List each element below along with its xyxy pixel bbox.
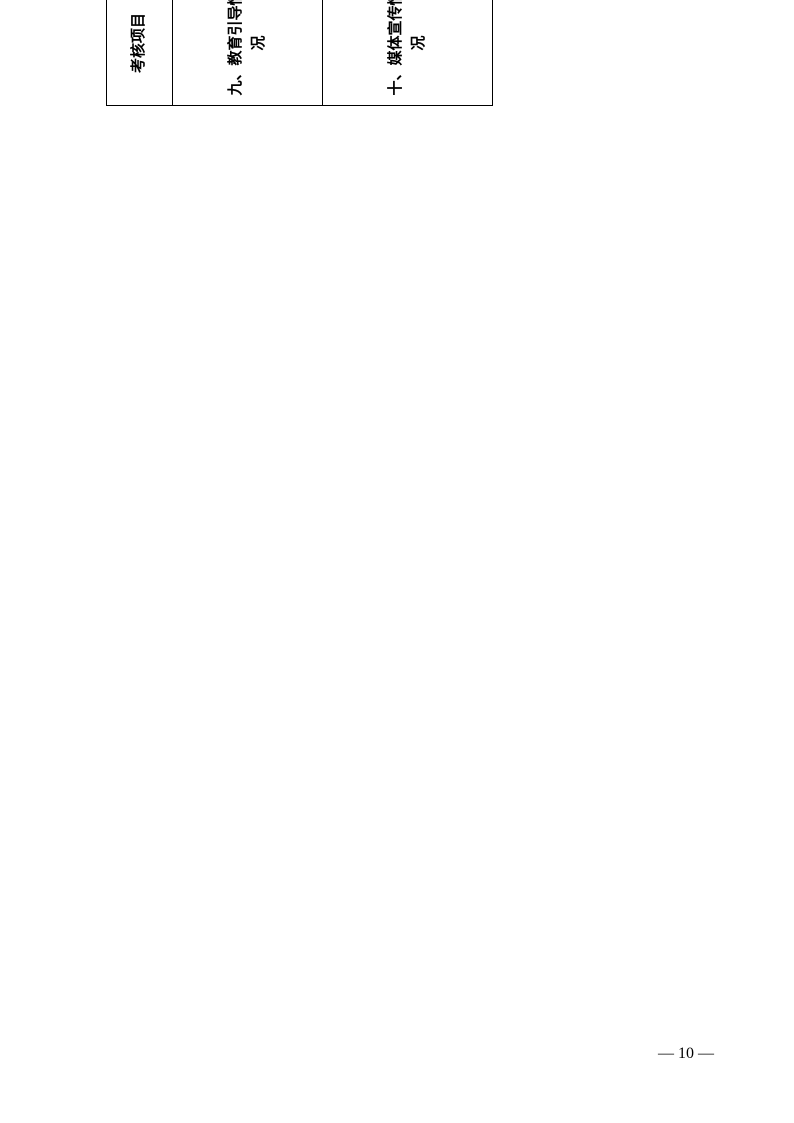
- table-row: 十、媒体宣传情况 是否通过主流媒体在广大人民群众中广泛宣传专项治理的重点及工作成…: [323, 0, 493, 106]
- evaluation-table: 考核项目 评价内容 分值 100分 评分细则 得分 九、教育引导情况 是否开展宣…: [106, 0, 493, 106]
- table-header-row: 考核项目 评价内容 分值 100分 评分细则 得分: [107, 0, 173, 106]
- page-number: — 10 —: [658, 1045, 714, 1063]
- page-container: 考核项目 评价内容 分值 100分 评分细则 得分 九、教育引导情况 是否开展宣…: [0, 0, 794, 1123]
- cell-item: 九、教育引导情况: [173, 0, 323, 106]
- table-row: 九、教育引导情况 是否开展宣传教育，进行正反典型宣传和警示教育，引导医务人员充分…: [173, 0, 323, 106]
- table-wrapper: 考核项目 评价内容 分值 100分 评分细则 得分 九、教育引导情况 是否开展宣…: [106, 0, 493, 106]
- header-item: 考核项目: [107, 0, 173, 106]
- cell-item: 十、媒体宣传情况: [323, 0, 493, 106]
